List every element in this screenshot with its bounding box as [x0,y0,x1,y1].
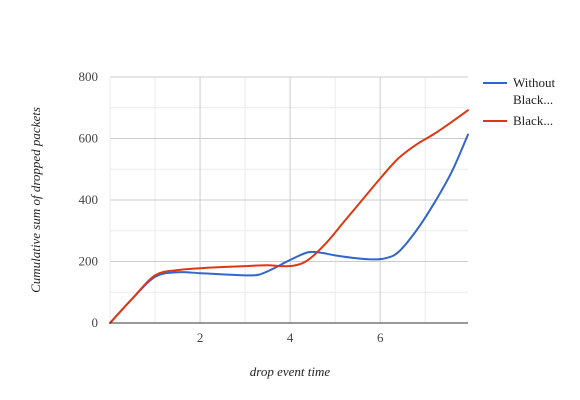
y-axis-title: Cumulative sum of dropped packets [28,107,43,293]
legend-item-1[interactable]: Without Black... [483,75,555,107]
x-tick-label: 4 [287,330,294,345]
series-line-2 [109,109,469,324]
x-axis-title: drop event time [250,364,331,379]
x-tick-label: 6 [377,330,384,345]
x-tick-label: 2 [197,330,204,345]
grid [109,76,468,323]
legend-label: Without [513,75,555,90]
legend-item-2[interactable]: Black... [483,113,553,128]
axes: 0 200 400 600 800 2 4 6 [79,69,468,345]
y-tick-label: 600 [79,131,99,146]
legend: Without Black... Black... [483,75,555,128]
series-lines [109,109,469,324]
y-tick-label: 200 [79,254,99,269]
y-tick-label: 400 [79,192,99,207]
legend-label: Black... [513,113,553,128]
y-tick-label: 800 [79,69,99,84]
series-line-1 [109,133,469,324]
y-tick-label: 0 [92,315,99,330]
legend-label: Black... [513,92,553,107]
